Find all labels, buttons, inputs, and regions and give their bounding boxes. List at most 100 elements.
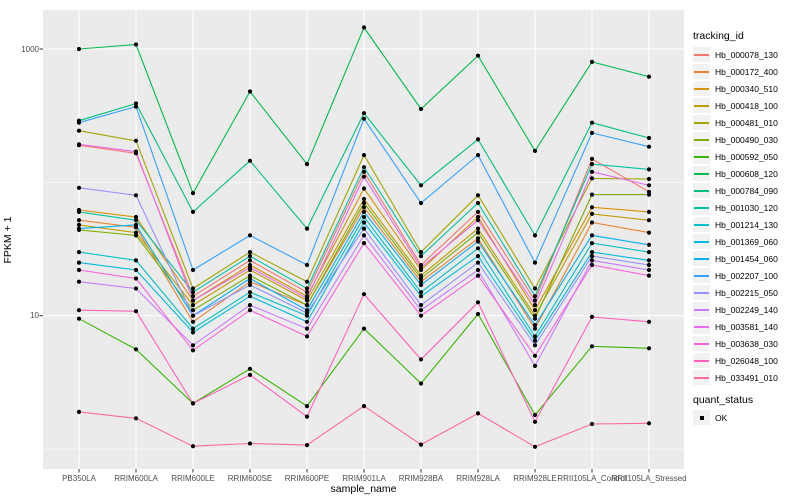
legend-item: Hb_000078_130 [693,46,778,63]
data-point [589,250,595,255]
x-tick-label: RRIM928LE [513,474,557,483]
data-point [304,319,310,324]
legend-key [693,319,710,334]
data-point [646,250,652,255]
data-point [646,242,652,247]
data-point [646,262,652,268]
data-point [361,226,367,231]
data-point [475,236,481,241]
data-point [646,176,652,182]
data-point [76,209,82,214]
legend-item-label: Hb_000592_050 [715,151,778,162]
data-point [76,226,82,231]
data-point [418,442,424,447]
data-point [646,144,652,149]
data-point [532,323,538,328]
data-point [589,162,595,167]
data-point [418,294,424,299]
data-point [247,273,253,278]
data-point [589,211,595,216]
data-point [589,130,595,135]
data-point [190,319,196,324]
x-tick-label: RRIM928BA [398,474,444,483]
data-point [475,218,481,223]
data-point [247,254,253,259]
legend-key [693,183,710,198]
legend-key-line-icon [694,223,709,226]
data-point [247,308,253,313]
legend-item: Hb_003638_030 [693,335,778,352]
data-point [247,276,253,281]
data-point [532,298,538,303]
legend-item-label: Hb_003638_030 [715,338,778,349]
legend-item: Hb_002249_140 [693,301,778,318]
data-point [646,273,652,278]
legend-item-label: Hb_001454_060 [715,253,778,264]
data-point [418,279,424,284]
legend-key-line-icon [694,257,709,260]
legend-item-label: Hb_000078_130 [715,49,778,60]
legend-item: Hb_000608_120 [693,165,778,182]
x-tick-label: RRII105LA_Stressed [611,474,687,483]
legend-item: Hb_003581_140 [693,318,778,335]
data-point [589,176,595,181]
data-point [361,169,367,174]
data-point [190,294,196,299]
data-point [76,185,82,190]
legend-item: Hb_002207_100 [693,267,778,284]
data-point [190,330,196,335]
data-point [133,101,139,106]
legend-item: Hb_000490_030 [693,131,778,148]
legend-key [693,353,710,368]
data-point [133,233,139,238]
data-point [475,226,481,231]
legend-item-label: Hb_002215_050 [715,287,778,298]
data-point [532,148,538,153]
data-point [304,286,310,291]
data-point [418,200,424,206]
data-point [133,138,139,143]
legend-item-label: Hb_000340_510 [715,83,778,94]
legend-key [693,166,710,181]
data-point [532,353,538,358]
data-point [646,74,652,79]
legend-key-line-icon [694,121,709,124]
data-point [589,241,595,246]
data-point [646,421,652,426]
data-point [589,262,595,268]
legend-item-label: Hb_003581_140 [715,321,778,332]
data-point [532,412,538,418]
y-tick-label: 1000 [21,44,39,54]
x-axis-title: sample_name [330,483,397,495]
data-point [304,443,310,448]
legend-key [693,217,710,232]
data-point [76,120,82,125]
data-point [190,290,196,295]
data-point [361,174,367,179]
data-point [133,267,139,273]
data-point [76,250,82,255]
data-point [589,314,595,319]
legend-item-label: Hb_000418_100 [715,100,778,111]
data-point [475,273,481,278]
data-point [133,42,139,47]
legend-item-ok: OK [693,409,727,426]
legend-key [693,47,710,62]
x-tick-label: RRIM928LA [456,474,500,483]
data-point [589,421,595,427]
x-tick-label: PB350LA [62,474,96,483]
data-point [418,381,424,386]
data-point [76,308,82,313]
data-point [532,326,538,331]
data-point [247,290,253,295]
data-point [532,303,538,308]
data-point [532,286,538,291]
data-point [532,308,538,313]
x-tick-label: RRIM600SE [227,474,273,483]
legend-key [693,81,710,96]
data-point [190,298,196,303]
data-point [76,316,82,321]
legend-key-line-icon [694,308,709,311]
data-point [133,416,139,421]
